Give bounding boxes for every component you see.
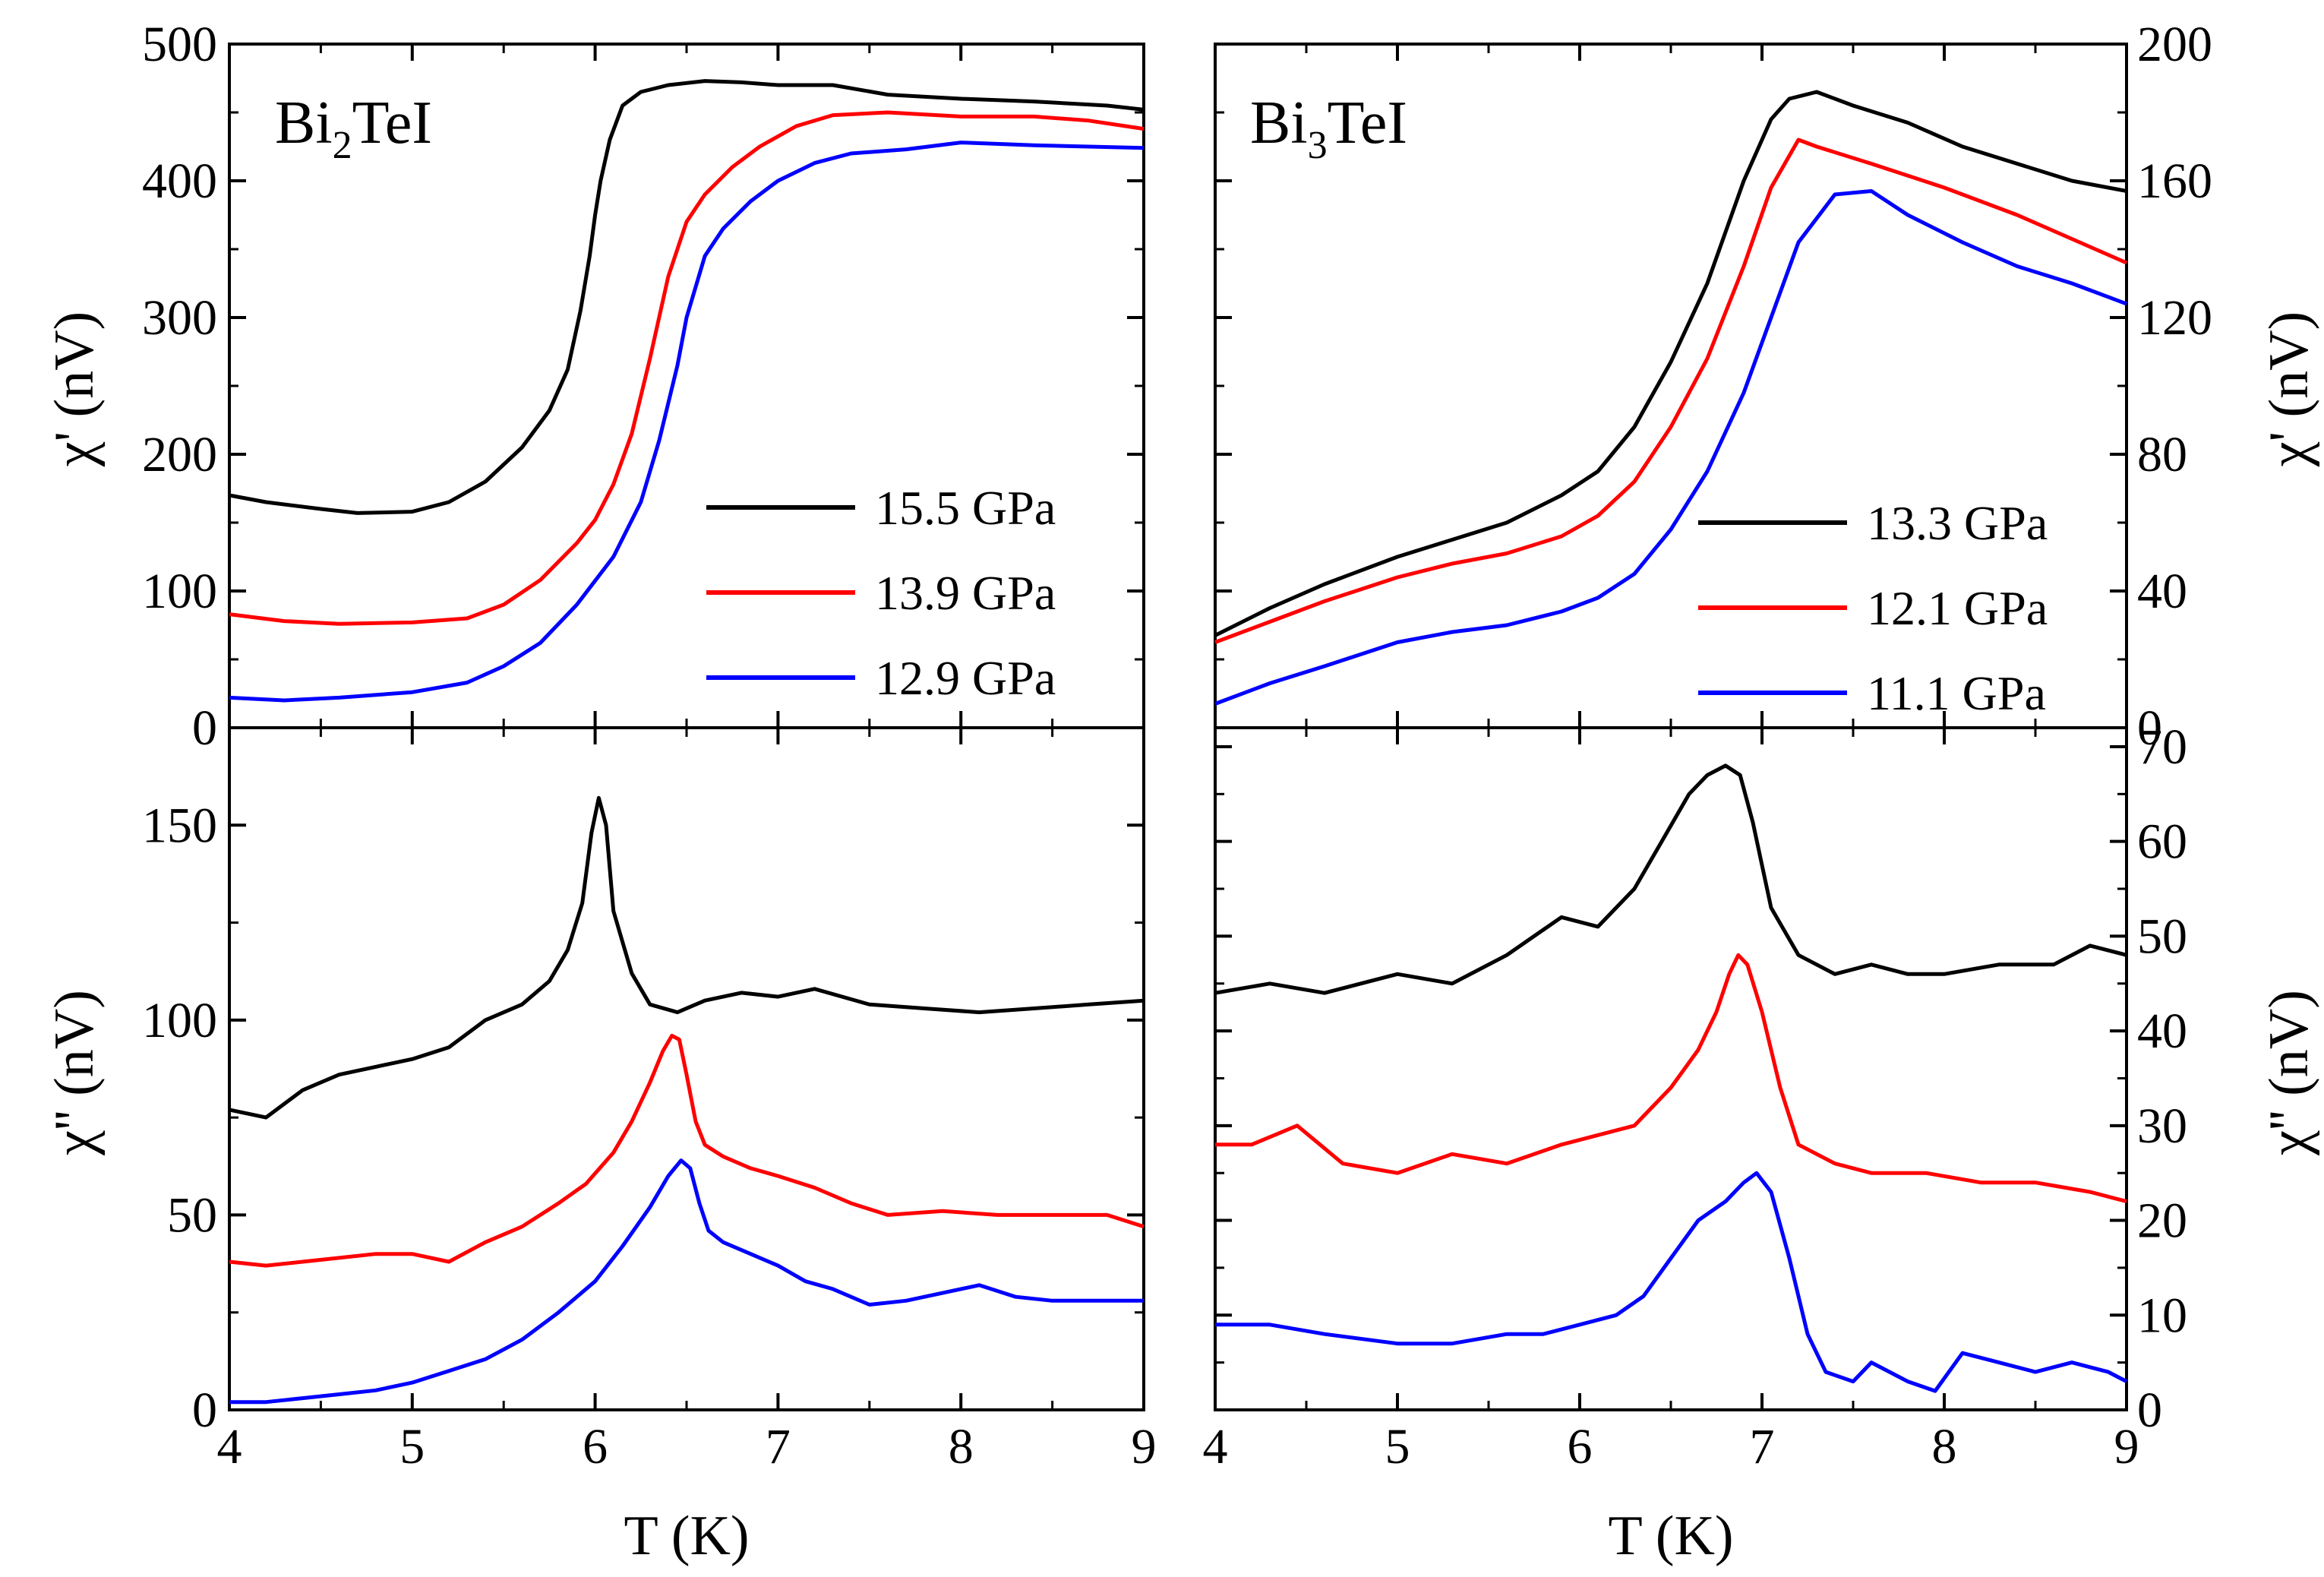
x-tick-label: 5 (1385, 1419, 1410, 1474)
compound-label-left: Bi2TeI (275, 90, 432, 167)
y-tick-label: 200 (142, 427, 217, 482)
y-tick-label: 40 (2137, 1003, 2187, 1059)
y-tick-label: 70 (2137, 719, 2187, 775)
panel-bottom-left: 4 5 6 7 8 9 0 50 100 150 (142, 726, 1157, 1474)
series-line-12-1-gpa (1215, 953, 2127, 1204)
series-line-13-3-gpa (1214, 763, 2127, 995)
y-tick-label: 20 (2137, 1193, 2187, 1249)
y-tick-label: 160 (2137, 153, 2212, 209)
ylabel-bottom-left: χ'' (nV) (43, 990, 106, 1156)
y-tick-label: 10 (2137, 1288, 2187, 1343)
series-line-15-5-gpa (229, 795, 1145, 1120)
x-tick-label: 6 (1568, 1419, 1593, 1474)
y-tick-label: 80 (2137, 427, 2187, 482)
y-tick-label: 400 (142, 153, 217, 209)
legend-label: 15.5 GPa (875, 481, 1056, 535)
x-tick-label: 7 (1750, 1419, 1775, 1474)
series-line-15-5-gpa (229, 79, 1145, 515)
y-tick-label: 0 (192, 700, 217, 756)
y-tick-label: 300 (142, 290, 217, 346)
y-tick-label: 60 (2137, 814, 2187, 870)
panel-top-right: 0 40 80 120 160 200 13.3 GPa 12.1 GPa 11.1 GPa (1214, 17, 2212, 756)
legend-label: 12.1 GPa (1867, 581, 2048, 635)
y-tick-label: 0 (2137, 1383, 2162, 1438)
x-tick-label: 9 (2114, 1419, 2139, 1474)
legend-label: 13.3 GPa (1867, 496, 2048, 550)
x-tick-label: 5 (399, 1419, 425, 1474)
legend-label: 11.1 GPa (1867, 666, 2046, 720)
x-tick-label: 9 (1132, 1419, 1157, 1474)
compound-label-right: Bi3TeI (1250, 90, 1407, 167)
series-line-13-9-gpa (229, 1033, 1145, 1268)
y-tick-label: 500 (142, 17, 217, 72)
x-tick-label: 7 (766, 1419, 791, 1474)
x-tick-label: 8 (949, 1419, 974, 1474)
legend-label: 13.9 GPa (875, 566, 1056, 620)
series-line-12-9-gpa (229, 1158, 1144, 1405)
series-line-12-1-gpa (1214, 137, 2128, 644)
y-tick-label: 150 (142, 798, 217, 853)
x-tick-label: 4 (1203, 1419, 1228, 1474)
y-tick-label: 0 (2137, 700, 2162, 756)
ylabel-top-left: χ' (nV) (43, 311, 106, 467)
y-tick-label: 50 (2137, 909, 2187, 964)
series-line-12-9-gpa (229, 141, 1145, 703)
xlabel-left: T (K) (624, 1505, 749, 1567)
y-tick-label: 120 (2137, 290, 2212, 346)
xlabel-right: T (K) (1608, 1505, 1733, 1567)
plot-frame (1214, 726, 2128, 1411)
series-line-13-3-gpa (1214, 90, 2127, 637)
series-line-11-1-gpa (1215, 1171, 2128, 1393)
ylabel-top-right: χ' (nV) (2258, 311, 2320, 467)
panel-top-left: 0 100 200 300 400 500 15.5 GPa 13.9 GPa 12.9 GPa (142, 17, 1145, 756)
legend-label: 12.9 GPa (875, 651, 1056, 705)
y-tick-label: 0 (192, 1383, 217, 1438)
series-line-13-9-gpa (229, 110, 1145, 626)
y-tick-label: 50 (167, 1187, 217, 1243)
series-line-11-1-gpa (1214, 189, 2127, 706)
panel-bottom-right: 4 5 6 7 8 90 10 20 30 40 50 60 70 (1203, 719, 2188, 1474)
y-tick-label: 30 (2137, 1098, 2187, 1154)
x-tick-label: 8 (1932, 1419, 1957, 1474)
ylabel-bottom-right: χ'' (nV) (2258, 990, 2320, 1156)
x-tick-label: 4 (217, 1419, 242, 1474)
y-tick-label: 100 (142, 564, 217, 619)
x-tick-label: 6 (583, 1419, 608, 1474)
y-tick-label: 100 (142, 993, 217, 1048)
y-tick-label: 200 (2137, 17, 2212, 72)
y-tick-label: 40 (2137, 564, 2187, 619)
